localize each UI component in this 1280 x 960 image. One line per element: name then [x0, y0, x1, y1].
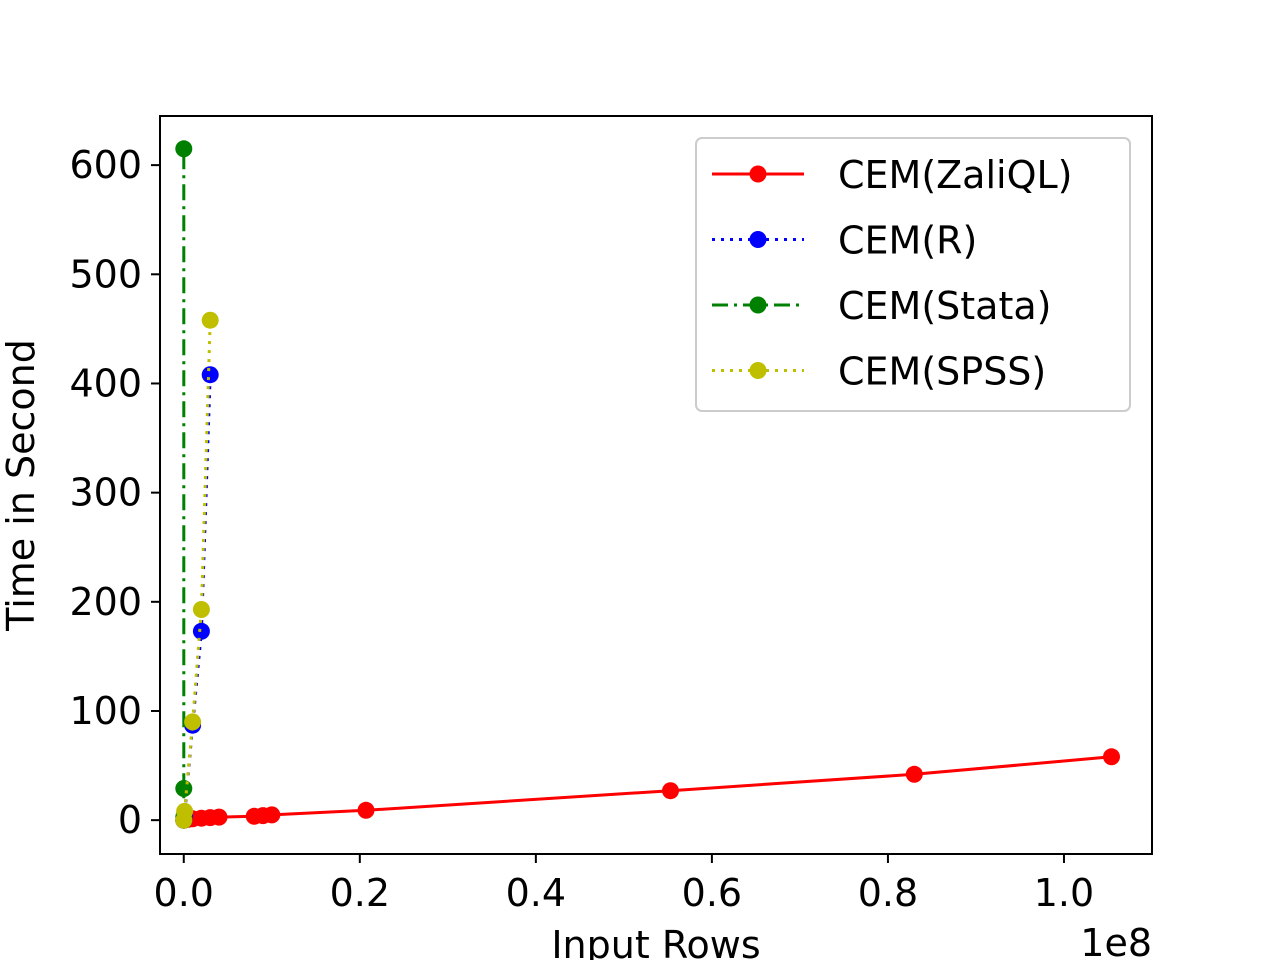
legend-label: CEM(SPSS) [838, 350, 1046, 394]
y-tick-label: 400 [69, 361, 142, 405]
series-1 [175, 366, 219, 829]
y-tick-label: 600 [69, 143, 142, 187]
series-line [183, 755, 1112, 822]
legend-item: CEM(ZaliQL) [712, 153, 1073, 197]
legend-label: CEM(Stata) [838, 284, 1051, 328]
y-tick-label: 300 [69, 471, 142, 515]
x-axis: 0.0 0.2 0.4 0.6 0.8 1.0 [154, 854, 1094, 915]
legend: CEM(ZaliQL) CEM(R) CEM(Stata) CEM(SPSS) [695, 137, 1131, 412]
data-point [905, 765, 923, 783]
legend-label: CEM(R) [838, 219, 977, 263]
x-tick-label: 0.4 [506, 871, 566, 915]
series-layer [175, 140, 1120, 829]
x-tick-label: 0.0 [154, 871, 214, 915]
y-axis: 0 100 200 300 400 500 600 [69, 143, 160, 842]
x-tick-label: 0.8 [858, 871, 918, 915]
legend-swatch-marker [749, 296, 767, 314]
legend-item: CEM(Stata) [712, 284, 1051, 328]
plot-frame [159, 115, 1153, 855]
series-0 [175, 748, 1120, 829]
data-point [201, 311, 219, 329]
data-point [662, 782, 679, 800]
data-point [357, 801, 375, 819]
legend-swatch-marker [749, 231, 767, 248]
legend-label: CEM(ZaliQL) [838, 153, 1073, 197]
data-point [263, 806, 281, 824]
data-point [201, 366, 219, 384]
y-tick-label: 500 [69, 252, 142, 296]
x-tick-label: 0.6 [682, 871, 742, 915]
data-point [184, 713, 202, 731]
x-tick-label: 0.2 [330, 871, 390, 915]
data-point [192, 601, 210, 618]
y-axis-label: Time in Second [0, 339, 43, 632]
data-point [192, 622, 210, 640]
x-axis-label: Input Rows [551, 923, 760, 960]
data-point [175, 780, 193, 797]
x-axis-offset-label: 1e8 [1080, 921, 1152, 960]
data-point [1103, 748, 1120, 766]
y-tick-label: 100 [69, 689, 142, 733]
y-tick-label: 200 [69, 580, 142, 624]
series-3 [175, 311, 219, 829]
legend-item: CEM(SPSS) [712, 350, 1046, 394]
legend-item: CEM(R) [712, 219, 977, 263]
legend-swatch-marker [749, 362, 767, 379]
legend-frame [695, 137, 1131, 412]
y-tick-label: 0 [118, 798, 142, 842]
data-point [176, 802, 194, 820]
series-line [182, 320, 212, 821]
data-point [210, 808, 228, 826]
legend-swatch-marker [749, 165, 767, 183]
data-point [175, 140, 193, 158]
x-tick-label: 1.0 [1034, 871, 1094, 915]
